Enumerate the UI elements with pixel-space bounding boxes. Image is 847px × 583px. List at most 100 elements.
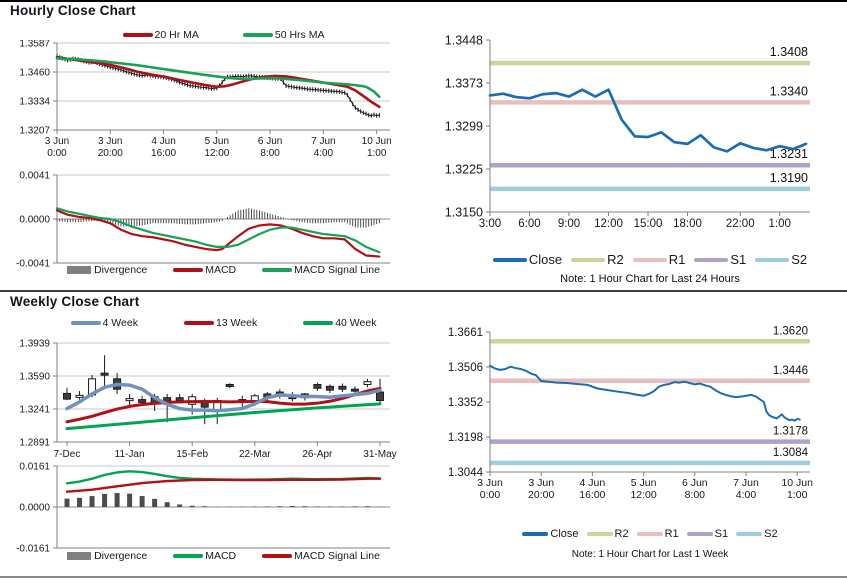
legend-item-r2: R2 [571,252,624,267]
section-divider [0,290,847,292]
legend-label: MACD Signal Line [294,550,380,562]
line-swatch-icon [632,257,667,262]
legend-label: 4 Week [102,317,138,329]
svg-text:12:00: 12:00 [204,148,229,159]
svg-text:4 Jun: 4 Jun [151,136,175,147]
legend-item-macd: MACD [173,550,236,562]
legend-item-r1: R1 [632,252,685,267]
svg-text:-0.0041: -0.0041 [16,259,50,270]
svg-text:7 Jun: 7 Jun [311,136,335,147]
svg-text:1.3044: 1.3044 [448,467,484,479]
svg-text:1.2891: 1.2891 [19,438,50,449]
svg-text:31-May: 31-May [363,449,396,460]
svg-text:26-Apr: 26-Apr [302,449,333,460]
last-1-week-chart: 1.3661 1.3506 1.3352 1.3198 1.3044 1.3620 1.34… [448,325,813,501]
svg-text:10 Jun: 10 Jun [362,136,392,147]
svg-text:15-Feb: 15-Feb [176,449,208,460]
legend-item-divergence: Divergence [67,264,147,276]
svg-text:0:00: 0:00 [47,148,67,159]
legend-item-close: Close [522,528,579,540]
svg-text:1.3661: 1.3661 [448,327,483,339]
legend-label: MACD [205,550,237,562]
legend-label: 50 Hrs MA [274,29,325,41]
bar-swatch-icon [67,266,92,274]
line-swatch-icon [173,554,204,558]
bar-swatch-icon [67,552,92,560]
svg-text:8:00: 8:00 [260,148,280,159]
weekly-price-legend: 4 Week 13 Week 40 Week [57,317,390,329]
svg-text:1:00: 1:00 [367,148,387,159]
legend-label: S1 [730,252,747,267]
line-swatch-icon [173,268,204,272]
svg-text:4 Jun: 4 Jun [580,477,606,489]
svg-text:1.3231: 1.3231 [770,147,808,161]
svg-text:9:00: 9:00 [558,218,580,230]
svg-text:3 Jun: 3 Jun [528,477,554,489]
svg-text:1.3334: 1.3334 [19,97,50,108]
svg-text:1.3225: 1.3225 [445,162,483,176]
svg-text:20:00: 20:00 [528,489,554,501]
line-swatch-icon [183,321,214,325]
svg-text:3:00: 3:00 [479,218,501,230]
svg-text:22-Mar: 22-Mar [239,449,271,460]
legend-item-20-hr-ma: 20 Hr MA [122,29,199,41]
legend-label: Close [528,252,563,267]
svg-text:16:00: 16:00 [151,148,176,159]
svg-text:1.3506: 1.3506 [448,362,483,374]
legend-item-s2: S2 [736,528,778,540]
legend-item-13-week: 13 Week [183,317,257,329]
svg-text:1.3590: 1.3590 [19,372,50,383]
svg-text:1.3446: 1.3446 [773,365,808,377]
line-swatch-icon [242,33,273,37]
legend-label: MACD [205,264,237,276]
line-swatch-icon [70,321,101,325]
last-24-hours-legend: Close R2 R1 S1 S2 [490,252,810,267]
legend-item-divergence: Divergence [67,550,147,562]
weekly-macd-legend: Divergence MACD MACD Signal Line [57,550,390,562]
legend-label: S2 [791,252,808,267]
line-swatch-icon [586,532,613,536]
legend-label: Divergence [94,264,148,276]
svg-text:3 Jun: 3 Jun [477,477,503,489]
svg-text:1.3939: 1.3939 [19,339,50,350]
svg-text:10 Jun: 10 Jun [781,477,813,489]
svg-text:20:00: 20:00 [98,148,123,159]
legend-item-40-week: 40 Week [303,317,376,329]
svg-text:1.3241: 1.3241 [19,405,50,416]
svg-text:1.3084: 1.3084 [773,447,809,459]
svg-text:0.0000: 0.0000 [19,215,50,226]
line-swatch-icon [636,532,663,536]
svg-text:1.3352: 1.3352 [448,397,483,409]
hourly-macd-chart: 0.0041 0.0000 -0.0041 [16,171,390,270]
legend-label: 40 Week [335,317,377,329]
last-24-hours-chart: 1.3448 1.3373 1.3299 1.3225 1.3150 1.3408 1.33… [445,33,810,230]
legend-label: S1 [714,528,729,540]
svg-text:1.3178: 1.3178 [773,426,808,438]
svg-text:0.0000: 0.0000 [19,503,50,514]
svg-text:1:00: 1:00 [769,218,791,230]
svg-text:11-Jan: 11-Jan [115,449,145,460]
svg-text:1.3150: 1.3150 [445,205,483,219]
svg-text:1.3207: 1.3207 [19,126,50,137]
svg-text:4:00: 4:00 [314,148,334,159]
legend-label: R2 [607,252,624,267]
svg-text:3 Jun: 3 Jun [98,136,122,147]
svg-text:22:00: 22:00 [726,218,755,230]
weekly-section-title: Weekly Close Chart [10,294,140,309]
line-swatch-icon [686,532,713,536]
svg-text:1.3620: 1.3620 [773,325,808,337]
weekly-close-chart: 1.3939 1.3590 1.3241 1.2891 7-Dec 11-Jan 15-Fe… [19,339,396,461]
legend-item-macd-signal-line: MACD Signal Line [262,264,380,276]
svg-text:1:00: 1:00 [787,489,808,501]
legend-item-r1: R1 [636,528,679,540]
svg-text:15:00: 15:00 [634,218,663,230]
svg-text:0:00: 0:00 [480,489,501,501]
svg-text:0.0161: 0.0161 [19,462,50,473]
weekly-macd-chart: 0.0161 0.0000 -0.0161 [16,462,390,555]
legend-item-macd: MACD [173,264,236,276]
svg-text:6 Jun: 6 Jun [682,477,708,489]
legend-item-s2: S2 [755,252,807,267]
svg-text:5 Jun: 5 Jun [631,477,657,489]
line-swatch-icon [122,33,153,37]
